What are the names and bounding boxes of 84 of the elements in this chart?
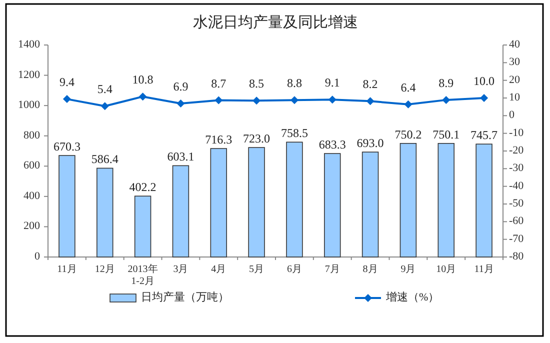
y2-tick-label: 20	[509, 74, 520, 86]
data-label: 745.7	[470, 128, 498, 142]
data-label: 10.0	[474, 74, 495, 88]
data-label: 6.4	[400, 80, 416, 94]
data-label: 8.7	[211, 76, 226, 90]
y2-tick-label: -60	[509, 215, 524, 228]
data-label: 402.2	[129, 180, 156, 194]
data-label: 693.0	[356, 136, 384, 150]
legend-label: 增速（%）	[385, 290, 440, 304]
bar	[248, 147, 265, 258]
data-label: 758.5	[280, 126, 308, 140]
y2-tick-label: -40	[509, 180, 524, 192]
point	[62, 95, 71, 104]
bar	[400, 143, 417, 258]
point	[176, 99, 185, 108]
y2-tick-label: -70	[509, 232, 524, 245]
data-label: 723.0	[243, 132, 270, 146]
point	[442, 96, 450, 104]
x-tick-label: 9月	[400, 264, 416, 275]
y-tick-label: 1200	[18, 68, 40, 81]
y2-tick-label: -20	[509, 144, 524, 157]
x-tick-label: 2013年 1-2月	[128, 263, 158, 287]
x-tick-label: 11月	[474, 264, 494, 275]
data-label: 8.9	[438, 76, 454, 90]
data-label: 8.2	[362, 77, 378, 92]
x-tick-label: 4月	[211, 264, 226, 275]
y2-tick-label: -10	[509, 126, 524, 139]
point	[404, 100, 412, 108]
bar	[476, 144, 492, 258]
y2-tick-label: -30	[509, 162, 524, 174]
point	[138, 92, 147, 101]
data-label: 750.2	[394, 127, 422, 142]
data-label: 750.1	[432, 127, 460, 142]
y-tick-label: 200	[24, 220, 40, 232]
bar	[58, 155, 76, 258]
bar	[96, 168, 114, 258]
bar	[172, 165, 190, 258]
bar	[438, 143, 454, 258]
y2-tick-label: -80	[509, 250, 524, 263]
point	[252, 96, 261, 105]
data-label: 10.8	[132, 72, 154, 87]
y-tick-label: 400	[24, 190, 40, 202]
data-label: 8.5	[249, 76, 264, 91]
data-label: 9.1	[324, 76, 340, 90]
data-label: 716.3	[205, 132, 232, 147]
y-tick-label: 800	[24, 129, 40, 142]
y-tick-label: 600	[24, 160, 40, 172]
y2-tick-label: 0	[509, 109, 515, 122]
point	[214, 96, 223, 104]
x-tick-label: 12月	[94, 264, 115, 275]
x-tick-label: 11月	[57, 264, 77, 275]
point	[366, 97, 374, 106]
y2-tick-label: 10	[509, 92, 520, 104]
data-label: 9.4	[59, 75, 74, 90]
x-tick-label: 10月	[436, 264, 456, 275]
y-tick-label: 0	[34, 250, 40, 263]
y-tick-label: 1400	[18, 38, 40, 51]
legend-label: 日均产量（万吨）	[141, 290, 229, 304]
x-tick-label: 5月	[249, 264, 264, 275]
y2-tick-label: 40	[509, 38, 520, 51]
data-label: 603.1	[167, 150, 194, 164]
data-label: 683.3	[318, 138, 346, 152]
chart-title: 水泥日均产量及同比增速	[193, 14, 358, 31]
point	[328, 96, 336, 104]
bar	[324, 153, 341, 258]
x-tick-label: 6月	[286, 264, 302, 275]
point	[290, 96, 298, 104]
data-label: 8.8	[286, 76, 302, 90]
point	[100, 102, 109, 110]
x-tick-label: 7月	[324, 264, 340, 275]
data-label: 5.4	[97, 82, 112, 96]
bar	[134, 196, 152, 258]
data-label: 586.4	[91, 152, 118, 166]
point	[480, 94, 488, 102]
x-tick-label: 3月	[173, 264, 188, 275]
bar	[286, 142, 303, 258]
x-tick-label: 8月	[362, 264, 378, 275]
y2-tick-label: -50	[509, 198, 524, 210]
data-label: 6.9	[173, 79, 188, 94]
y2-tick-label: 30	[509, 56, 520, 68]
y-tick-label: 1000	[18, 99, 40, 112]
bar	[210, 148, 227, 258]
data-label: 670.3	[53, 139, 80, 154]
bar	[362, 152, 379, 258]
